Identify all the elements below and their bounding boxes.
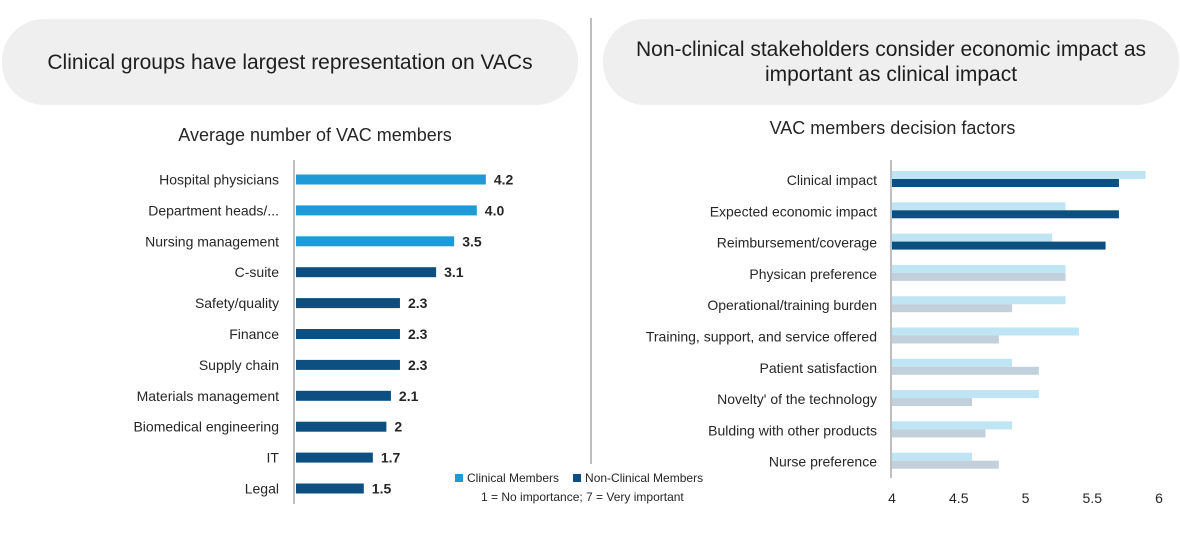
value-label-hospital-physicians: 4.2 bbox=[494, 172, 514, 188]
bar-nonclinical-nurse-preference bbox=[892, 460, 999, 469]
value-label-legal: 1.5 bbox=[372, 481, 392, 497]
x-tick-label: 6 bbox=[1155, 490, 1163, 506]
bar-nonclinical-physican-preference bbox=[892, 272, 1066, 281]
bar-biomedical-engineering bbox=[296, 421, 387, 432]
bar-nonclinical-patient-satisfaction bbox=[892, 366, 1039, 375]
bar-nonclinical-operational-training-burden bbox=[892, 304, 1013, 313]
bar-nonclinical-novelty-of-the-technology bbox=[892, 398, 973, 407]
x-tick-label: 5.5 bbox=[1083, 490, 1103, 506]
category-label-nursing-management: Nursing management bbox=[145, 233, 279, 249]
bar-nonclinical-reimbursement-coverage bbox=[892, 241, 1106, 250]
value-label-biomedical-engineering: 2 bbox=[394, 419, 402, 435]
category-label-legal: Legal bbox=[245, 481, 279, 497]
bar-legal bbox=[296, 483, 364, 494]
factor-label-expected-economic-impact: Expected economic impact bbox=[710, 203, 877, 219]
category-label-hospital-physicians: Hospital physicians bbox=[159, 172, 279, 188]
factor-label-clinical-impact: Clinical impact bbox=[787, 172, 877, 188]
left-chart-title: Average number of VAC members bbox=[178, 125, 452, 145]
bar-clinical-patient-satisfaction bbox=[892, 358, 1013, 367]
value-label-it: 1.7 bbox=[381, 450, 401, 466]
bar-nonclinical-bulding-with-other-products bbox=[892, 429, 986, 438]
bar-materials-management bbox=[296, 390, 391, 401]
legend-item-nonclinical: Non-Clinical Members bbox=[573, 471, 703, 485]
value-label-materials-management: 2.1 bbox=[399, 388, 419, 404]
value-label-nursing-management: 3.5 bbox=[462, 233, 482, 249]
bar-finance bbox=[296, 329, 400, 339]
category-label-c-suite: C-suite bbox=[235, 264, 280, 280]
bar-clinical-expected-economic-impact bbox=[892, 202, 1066, 211]
right-heading: Non-clinical stakeholders consider econo… bbox=[635, 38, 1147, 86]
x-tick-label: 4 bbox=[888, 490, 896, 506]
value-label-c-suite: 3.1 bbox=[444, 264, 464, 280]
bar-it bbox=[296, 452, 373, 463]
bar-clinical-clinical-impact bbox=[892, 171, 1146, 179]
legend: Clinical Members Non-Clinical Members 1 … bbox=[455, 469, 717, 504]
panel-divider bbox=[590, 18, 592, 464]
bar-hospital-physicians bbox=[296, 174, 486, 185]
factor-label-reimbursement-coverage: Reimbursement/coverage bbox=[717, 235, 878, 251]
legend-swatch-clinical bbox=[455, 473, 463, 482]
bar-clinical-training-support-and-service-offered bbox=[892, 327, 1079, 336]
bar-nonclinical-clinical-impact bbox=[892, 179, 1119, 187]
legend-label-clinical: Clinical Members bbox=[467, 470, 560, 485]
value-label-safety-quality: 2.3 bbox=[408, 295, 428, 311]
bar-supply-chain bbox=[296, 359, 400, 370]
category-label-it: IT bbox=[267, 450, 280, 466]
bar-clinical-bulding-with-other-products bbox=[892, 421, 1013, 430]
right-heading-pill: Non-clinical stakeholders consider econo… bbox=[603, 19, 1179, 105]
category-label-department-heads: Department heads/... bbox=[148, 202, 279, 218]
bar-clinical-operational-training-burden bbox=[892, 296, 1066, 305]
legend-swatch-nonclinical bbox=[573, 473, 582, 482]
value-label-supply-chain: 2.3 bbox=[408, 357, 428, 373]
bar-safety-quality bbox=[296, 298, 400, 309]
factor-label-physican-preference: Physican preference bbox=[749, 266, 877, 282]
factor-label-bulding-with-other-products: Bulding with other products bbox=[708, 422, 877, 438]
bar-nonclinical-training-support-and-service-offered bbox=[892, 335, 999, 344]
bar-c-suite bbox=[296, 267, 437, 278]
category-label-biomedical-engineering: Biomedical engineering bbox=[133, 419, 279, 435]
bar-department-heads bbox=[296, 205, 477, 216]
x-tick-label: 5 bbox=[1022, 490, 1030, 506]
category-label-safety-quality: Safety/quality bbox=[195, 295, 279, 311]
category-label-supply-chain: Supply chain bbox=[199, 357, 279, 373]
category-label-materials-management: Materials management bbox=[137, 388, 280, 404]
category-label-finance: Finance bbox=[229, 326, 279, 342]
factor-label-training-support-and-service-offered: Training, support, and service offered bbox=[646, 329, 877, 345]
left-heading-pill: Clinical groups have largest representat… bbox=[2, 19, 578, 105]
bar-clinical-novelty-of-the-technology bbox=[892, 390, 1039, 399]
factor-label-novelty-of-the-technology: Novelty' of the technology bbox=[717, 391, 877, 407]
factor-label-patient-satisfaction: Patient satisfaction bbox=[759, 360, 877, 376]
value-label-finance: 2.3 bbox=[408, 326, 428, 342]
right-chart-title: VAC members decision factors bbox=[769, 118, 1016, 138]
factor-label-operational-training-burden: Operational/training burden bbox=[707, 297, 877, 313]
bar-clinical-nurse-preference bbox=[892, 452, 973, 461]
legend-item-clinical: Clinical Members bbox=[455, 471, 559, 485]
bar-nonclinical-expected-economic-impact bbox=[892, 210, 1119, 219]
value-label-department-heads: 4.0 bbox=[485, 202, 505, 218]
factor-label-nurse-preference: Nurse preference bbox=[769, 454, 877, 470]
bar-nursing-management bbox=[296, 236, 455, 247]
scale-note: 1 = No importance; 7 = Very important bbox=[481, 490, 684, 504]
x-tick-label: 4.5 bbox=[949, 490, 969, 506]
bar-clinical-physican-preference bbox=[892, 264, 1066, 273]
bar-clinical-reimbursement-coverage bbox=[892, 233, 1053, 242]
left-heading: Clinical groups have largest representat… bbox=[47, 50, 533, 74]
legend-label-nonclinical: Non-Clinical Members bbox=[585, 470, 704, 485]
